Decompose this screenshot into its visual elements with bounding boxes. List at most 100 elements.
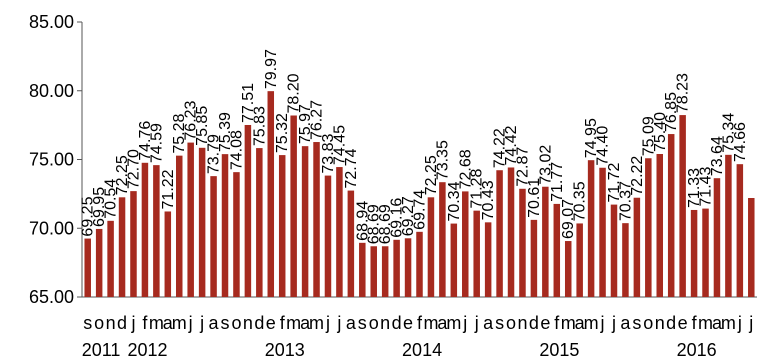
data-label: 75.09: [640, 116, 657, 156]
month-label: m: [721, 313, 736, 333]
bar: [576, 223, 583, 297]
bar: [690, 209, 698, 297]
month-label: a: [209, 313, 220, 333]
bar: [439, 182, 446, 297]
bar: [164, 211, 172, 297]
data-label: 74.59: [148, 123, 165, 163]
month-label: f: [280, 313, 286, 333]
month-label: s: [358, 313, 367, 333]
bar: [633, 197, 641, 297]
data-label: 75.39: [217, 112, 234, 152]
month-label: m: [172, 313, 187, 333]
data-label: 73.79: [206, 134, 223, 174]
bar: [542, 186, 549, 297]
bar: [393, 239, 400, 297]
month-label: j: [336, 313, 341, 333]
month-label: d: [666, 313, 676, 333]
data-label: 69.27: [400, 196, 417, 236]
bar: [153, 165, 160, 297]
bar: [599, 167, 606, 297]
data-label: 69.16: [389, 198, 406, 238]
bar: [118, 197, 126, 297]
data-label: 72.25: [423, 155, 440, 195]
month-label: o: [506, 313, 516, 333]
month-label: a: [483, 313, 494, 333]
month-label: a: [437, 313, 448, 333]
month-label: n: [380, 313, 390, 333]
bars: [84, 91, 755, 298]
bar: [210, 176, 217, 297]
data-label: 68.94: [354, 201, 371, 241]
month-label: e: [540, 313, 550, 333]
bar: [370, 246, 377, 297]
data-label: 74.08: [228, 130, 245, 170]
month-label: m: [446, 313, 461, 333]
data-label: 72.25: [114, 155, 131, 195]
bar: [84, 238, 91, 297]
data-label: 71.33: [686, 168, 703, 208]
bar: [141, 162, 149, 297]
data-label: 69.74: [412, 190, 429, 230]
data-label: 72.22: [629, 156, 646, 196]
month-label: a: [300, 313, 311, 333]
bar: [713, 178, 721, 297]
year-label: 2011: [82, 340, 121, 360]
bar: [530, 219, 538, 297]
month-label: m: [423, 313, 438, 333]
bar: [301, 146, 309, 297]
month-label: m: [561, 313, 576, 333]
bar: [667, 134, 675, 297]
month-label: o: [94, 313, 104, 333]
month-label: j: [462, 313, 467, 333]
month-label: d: [254, 313, 264, 333]
data-label: 72.74: [343, 148, 360, 188]
bar: [496, 170, 503, 297]
data-label: 75.40: [652, 112, 669, 152]
bar: [519, 188, 526, 297]
bar: [336, 167, 343, 297]
month-label: o: [231, 313, 241, 333]
month-label: f: [417, 313, 423, 333]
bar: [473, 210, 480, 297]
data-label: 71.28: [469, 169, 486, 209]
bar: [622, 223, 629, 297]
bar: [233, 172, 240, 297]
month-label: e: [678, 313, 688, 333]
bar: [702, 208, 709, 297]
bar: [427, 197, 435, 297]
bar: [278, 155, 286, 297]
year-label: 2016: [677, 340, 717, 360]
data-label: 74.95: [583, 118, 600, 158]
month-label: n: [243, 313, 253, 333]
data-label: 74.40: [595, 126, 612, 166]
y-tick-label: 75.00: [29, 150, 74, 170]
bar: [95, 228, 103, 297]
year-label: 2015: [539, 340, 579, 360]
data-label: 68.69: [377, 204, 394, 244]
year-label: 2014: [402, 340, 442, 360]
data-label: 73.83: [320, 133, 337, 173]
data-label: 75.83: [251, 106, 268, 146]
bar: [221, 154, 229, 297]
month-label: d: [529, 313, 539, 333]
bar: [725, 154, 732, 297]
data-label: 70.34: [446, 181, 463, 221]
bar: [359, 242, 366, 297]
month-label: e: [403, 313, 413, 333]
data-label: 79.97: [263, 49, 280, 89]
y-tick-label: 80.00: [29, 81, 74, 101]
data-label: 73.02: [537, 145, 554, 185]
month-label: o: [369, 313, 379, 333]
bar: [484, 222, 492, 297]
bar: [645, 158, 652, 297]
month-label: m: [309, 313, 324, 333]
month-label: j: [600, 313, 605, 333]
month-label: j: [748, 313, 753, 333]
data-label: 72.68: [457, 149, 474, 189]
data-label: 70.35: [572, 181, 589, 221]
month-label: a: [620, 313, 631, 333]
month-label: s: [221, 313, 230, 333]
bar: [553, 203, 561, 297]
